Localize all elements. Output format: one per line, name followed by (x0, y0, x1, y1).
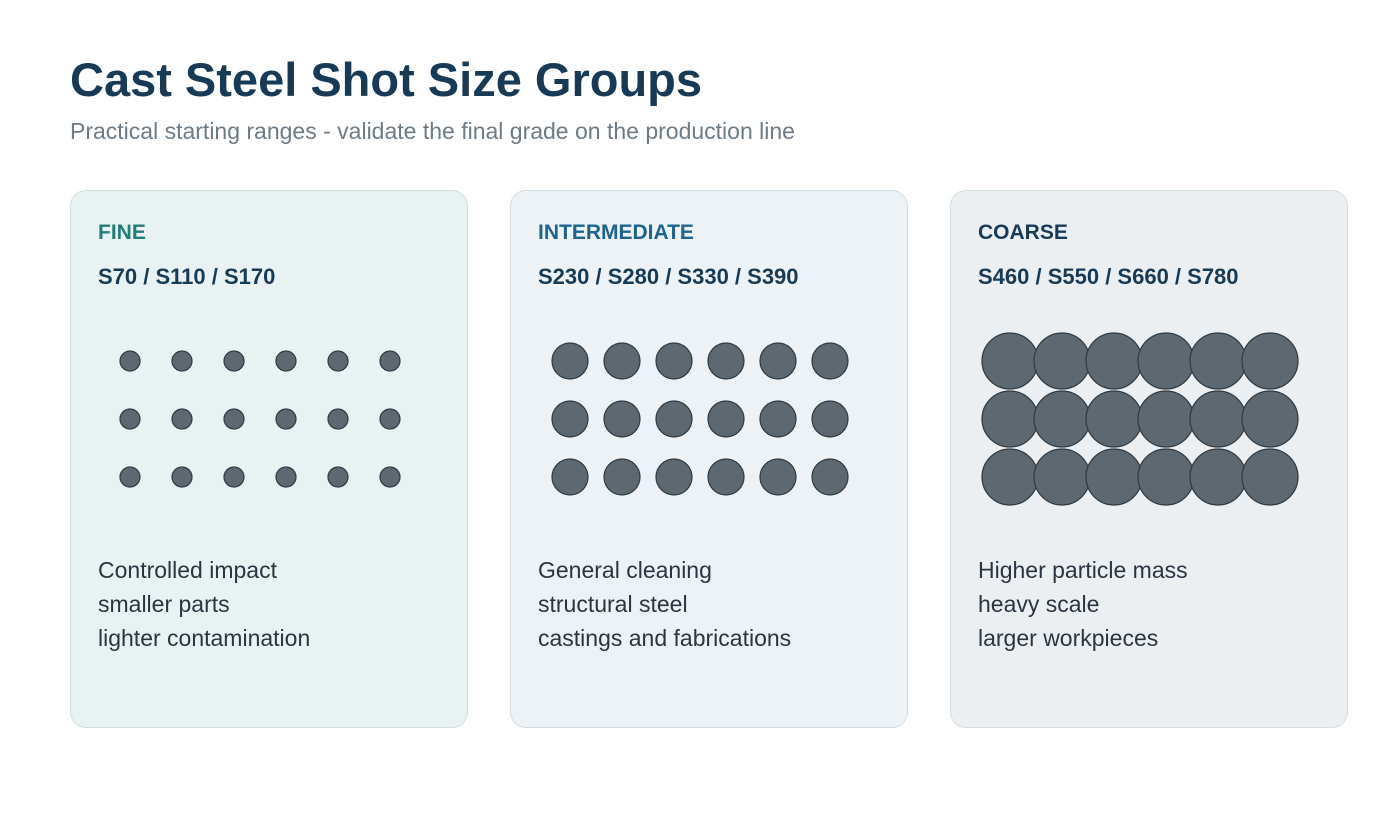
description-line: smaller parts (98, 591, 230, 617)
shot-illustration-coarse (981, 332, 1299, 506)
shot-particle (1085, 390, 1143, 448)
shot-particle (379, 350, 401, 372)
description-list: General cleaning structural steel castin… (538, 553, 791, 655)
description-line: heavy scale (978, 591, 1100, 617)
shot-particle (551, 342, 589, 380)
shot-illustration-intermediate (551, 342, 849, 496)
shot-particle (551, 458, 589, 496)
shot-particle (327, 466, 349, 488)
shot-particle (223, 408, 245, 430)
description-line: larger workpieces (978, 625, 1159, 651)
shot-particle (1189, 332, 1247, 390)
shot-particle (603, 400, 641, 438)
grade-list: S70 / S110 / S170 (98, 264, 276, 289)
shot-particle (171, 466, 193, 488)
shot-particle (379, 466, 401, 488)
card-fine: FINE S70 / S110 / S170 Controlled impact… (70, 190, 468, 728)
description-list: Higher particle mass heavy scale larger … (978, 553, 1188, 655)
shot-particle (1241, 332, 1299, 390)
shot-particle (1033, 390, 1091, 448)
description-line: Controlled impact (98, 557, 277, 583)
shot-particle (1085, 448, 1143, 506)
shot-particle (1137, 390, 1195, 448)
shot-particle (655, 458, 693, 496)
shot-particle (759, 400, 797, 438)
shot-particle (275, 350, 297, 372)
shot-particle (327, 350, 349, 372)
shot-particle (1033, 332, 1091, 390)
card-intermediate: INTERMEDIATE S230 / S280 / S330 / S390 G… (510, 190, 908, 728)
shot-particle (223, 350, 245, 372)
shot-particle (119, 350, 141, 372)
shot-particle (275, 466, 297, 488)
description-list: Controlled impact smaller parts lighter … (98, 553, 310, 655)
description-line: structural steel (538, 591, 688, 617)
shot-particle (707, 342, 745, 380)
shot-illustration-fine (119, 350, 401, 488)
grade-list: S230 / S280 / S330 / S390 (538, 264, 799, 289)
shot-particle (707, 400, 745, 438)
group-label: COARSE (978, 221, 1068, 244)
shot-particle (119, 408, 141, 430)
group-label: FINE (98, 221, 146, 244)
shot-particle (981, 448, 1039, 506)
shot-particle (1137, 448, 1195, 506)
shot-particle (1137, 332, 1195, 390)
shot-particle (1241, 390, 1299, 448)
page-subtitle: Practical starting ranges - validate the… (70, 118, 795, 144)
card-coarse: COARSE S460 / S550 / S660 / S780 Higher … (950, 190, 1348, 728)
description-line: General cleaning (538, 557, 712, 583)
shot-particle (275, 408, 297, 430)
shot-particle (379, 408, 401, 430)
shot-particle (603, 458, 641, 496)
shot-particle (551, 400, 589, 438)
shot-particle (1085, 332, 1143, 390)
shot-particle (759, 342, 797, 380)
shot-particle (655, 342, 693, 380)
description-line: Higher particle mass (978, 557, 1188, 583)
shot-particle (603, 342, 641, 380)
description-line: lighter contamination (98, 625, 311, 651)
shot-particle (1189, 448, 1247, 506)
shot-particle (1033, 448, 1091, 506)
shot-particle (119, 466, 141, 488)
shot-particle (655, 400, 693, 438)
shot-particle (981, 390, 1039, 448)
shot-particle (759, 458, 797, 496)
shot-particle (1241, 448, 1299, 506)
shot-particle (811, 400, 849, 438)
shot-particle (171, 408, 193, 430)
shot-particle (981, 332, 1039, 390)
shot-particle (327, 408, 349, 430)
shot-particle (811, 458, 849, 496)
shot-particle (1189, 390, 1247, 448)
shot-particle (707, 458, 745, 496)
shot-particle (171, 350, 193, 372)
shot-particle (223, 466, 245, 488)
page-title: Cast Steel Shot Size Groups (70, 53, 703, 106)
grade-list: S460 / S550 / S660 / S780 (978, 264, 1239, 289)
description-line: castings and fabrications (538, 625, 792, 651)
group-label: INTERMEDIATE (538, 221, 694, 244)
shot-particle (811, 342, 849, 380)
